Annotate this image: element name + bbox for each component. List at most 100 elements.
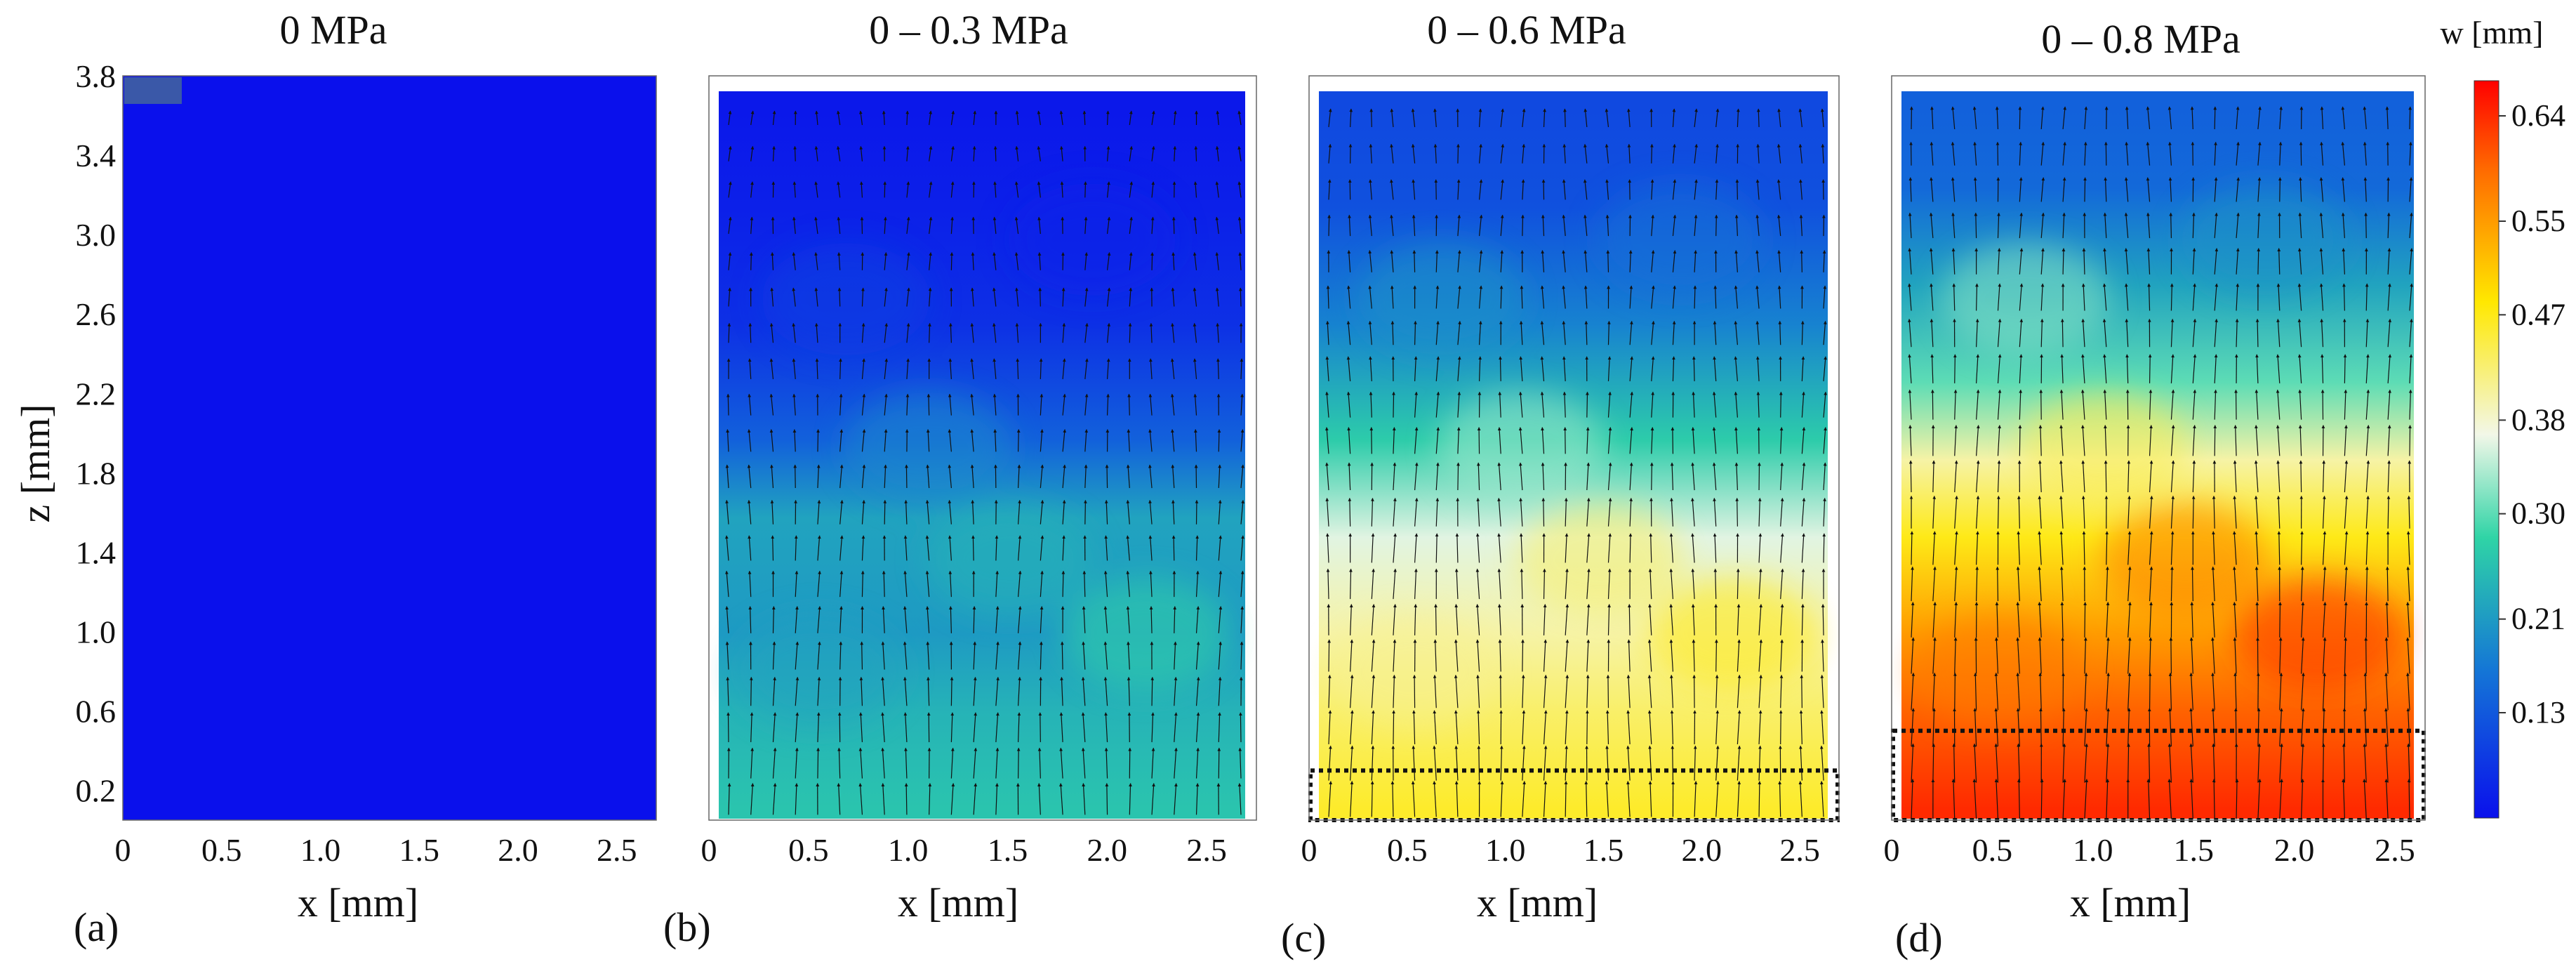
vector-arrow <box>1976 213 1977 238</box>
vector-arrow <box>2301 142 2302 165</box>
vector-arrow <box>995 146 996 161</box>
x-tick-label: 0 <box>1884 832 1900 868</box>
x-tick-label: 2.5 <box>2375 832 2415 868</box>
vector-arrow <box>2344 355 2345 383</box>
colorbar-tick-label: 0.30 <box>2511 496 2565 531</box>
vector-arrow <box>1543 498 1544 526</box>
y-tick-label: 1.8 <box>76 455 117 491</box>
y-tick-label: 3.4 <box>76 138 117 173</box>
vector-arrow <box>751 253 752 270</box>
vector-arrow <box>1435 605 1436 635</box>
x-tick-label: 0.5 <box>1972 832 2013 868</box>
vector-arrow <box>839 713 840 742</box>
vector-arrow <box>1716 215 1717 236</box>
colorbar-title: w [mm] <box>2441 15 2544 51</box>
heatmap-field <box>709 76 1256 820</box>
x-tick-label: 2.5 <box>1186 832 1227 868</box>
vector-arrow <box>1240 713 1241 742</box>
x-tick-label: 1.5 <box>399 832 439 868</box>
colorbar-ticks: 0.640.550.470.380.300.210.13 <box>2499 98 2565 730</box>
x-tick-label: 1.0 <box>2073 832 2113 868</box>
x-tick-label: 0 <box>701 832 717 868</box>
vector-arrow <box>1522 640 1523 672</box>
vector-arrow <box>1040 713 1041 742</box>
x-tick-label: 0.5 <box>788 832 829 868</box>
x-tick-label: 2.0 <box>2274 832 2315 868</box>
vector-arrow <box>884 182 885 198</box>
y-axis-title: z [mm] <box>13 404 58 522</box>
vector-arrow <box>2150 673 2151 710</box>
y-tick-label: 1.4 <box>76 534 117 570</box>
vector-arrow <box>1608 251 1609 272</box>
vector-arrow <box>1414 675 1415 708</box>
panel-label: (b) <box>663 904 711 950</box>
x-tick-label: 1.0 <box>888 832 929 868</box>
vector-arrow <box>1932 390 1933 419</box>
colorbar: w [mm] 0.640.550.470.380.300.210.13 <box>2441 15 2565 818</box>
vector-arrow <box>884 500 885 524</box>
vector-arrow <box>2019 107 2020 129</box>
x-tick-label: 2.0 <box>498 832 538 868</box>
panel-title: 0 – 0.3 MPa <box>869 7 1068 53</box>
vector-arrow <box>1458 463 1459 490</box>
vector-arrow <box>2040 708 2041 746</box>
vector-arrow <box>751 677 752 706</box>
colorbar-tick-label: 0.55 <box>2511 204 2565 238</box>
y-tick-label: 1.0 <box>76 614 117 649</box>
panel-title: 0 – 0.6 MPa <box>1427 7 1626 53</box>
vector-arrow <box>2041 390 2042 419</box>
x-tick-label: 1.5 <box>2173 832 2214 868</box>
vector-arrow <box>973 536 974 561</box>
vector-arrow <box>839 288 840 307</box>
colorbar-tick-label: 0.13 <box>2511 695 2565 730</box>
panel-title: 0 – 0.8 MPa <box>2041 16 2240 62</box>
vector-arrow <box>1240 288 1241 307</box>
vector-arrow <box>1458 144 1459 163</box>
vector-arrow <box>2062 319 2063 347</box>
vector-arrow <box>1085 500 1086 524</box>
x-tick-label: 1.5 <box>1584 832 1624 868</box>
vector-arrow <box>1543 180 1544 200</box>
vector-arrow <box>1107 784 1108 815</box>
panel-label: (d) <box>1895 915 1943 961</box>
vector-arrow <box>1955 673 1956 710</box>
panel-label: (a) <box>74 904 119 950</box>
vector-arrow <box>951 677 952 706</box>
panel-title: 0 MPa <box>279 7 387 53</box>
vector-arrow <box>728 394 729 415</box>
vector-arrow <box>1479 428 1480 454</box>
y-tick-label: 3.0 <box>76 217 117 253</box>
colorbar-gradient <box>2474 81 2499 818</box>
colorbar-tick-label: 0.21 <box>2511 602 2565 636</box>
vector-arrow <box>1152 677 1153 706</box>
x-tick-label: 2.0 <box>1682 832 1722 868</box>
vector-arrow <box>1040 288 1041 307</box>
vector-arrow <box>2171 213 2172 238</box>
vector-arrow <box>1152 253 1153 270</box>
vector-arrow <box>1737 498 1738 526</box>
x-tick-label: 2.0 <box>1087 832 1128 868</box>
panel-label: (c) <box>1281 915 1326 961</box>
x-tick-label: 0 <box>115 832 131 868</box>
vector-arrow <box>862 217 863 234</box>
reference-marker <box>124 77 182 104</box>
vector-arrow <box>1085 182 1086 198</box>
x-axis-title: x [mm] <box>298 880 418 925</box>
vector-arrow <box>1587 392 1588 417</box>
vector-arrow <box>862 642 863 670</box>
vector-arrow <box>1955 355 1956 383</box>
y-tick-label: 3.8 <box>76 58 117 94</box>
x-axis-title: x [mm] <box>898 880 1018 925</box>
vector-arrow <box>1716 640 1717 672</box>
vector-arrow <box>2366 638 2367 674</box>
vector-arrow <box>951 253 952 270</box>
vector-arrow <box>1018 430 1019 452</box>
vector-arrow <box>795 465 796 488</box>
vector-arrow <box>728 713 729 742</box>
